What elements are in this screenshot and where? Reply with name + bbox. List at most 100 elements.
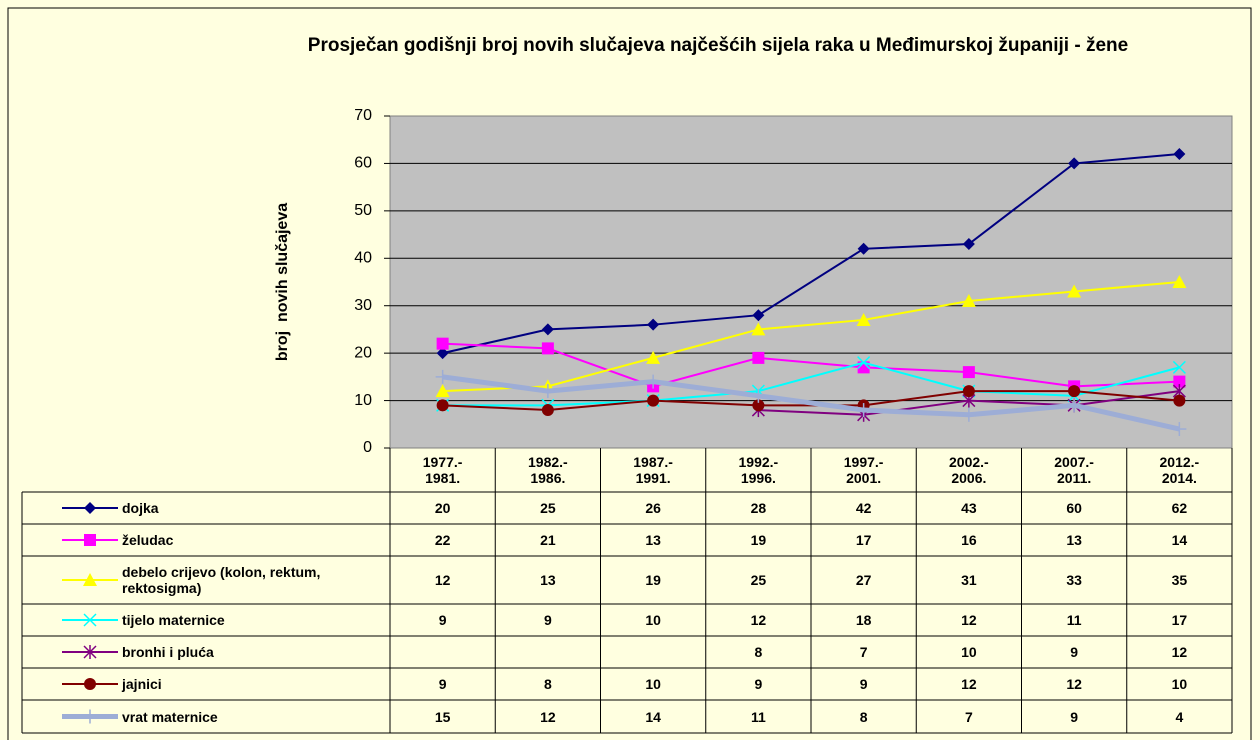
legend-marker — [83, 709, 97, 724]
legend-label: debelo crijevo (kolon, rektum, rektosigm… — [122, 564, 321, 596]
x-tick-label: 1982.- 1986. — [528, 454, 568, 486]
data-point — [962, 385, 975, 398]
legend-label: tijelo maternice — [122, 612, 225, 628]
data-point — [436, 399, 449, 412]
x-tick-label: 1997.- 2001. — [843, 454, 884, 486]
data-point — [541, 323, 554, 336]
table-value: 9 — [1070, 708, 1079, 725]
table-value: 8 — [754, 644, 763, 660]
legend-label: bronhi i pluća — [122, 644, 214, 660]
legend-label: želudac — [122, 532, 174, 548]
table-value: 12 — [1066, 676, 1082, 692]
x-tick-label: 2007.- 2011. — [1054, 454, 1094, 486]
table-value: 8 — [859, 708, 868, 725]
table-value: 19 — [750, 532, 767, 548]
table-value: 35 — [1171, 572, 1188, 588]
data-point — [1068, 157, 1081, 170]
data-point — [541, 404, 554, 417]
y-tick-label: 10 — [354, 392, 372, 409]
table-value: 4 — [1175, 708, 1184, 725]
data-point — [436, 347, 449, 360]
series-line — [442, 361, 1180, 407]
table-value: 12 — [750, 612, 767, 628]
data-point — [962, 366, 975, 379]
data-point — [856, 403, 871, 418]
data-point — [1172, 275, 1187, 288]
table-value: 31 — [961, 572, 977, 588]
table-value: 9 — [438, 676, 447, 692]
data-point — [1068, 385, 1081, 398]
table-value: 21 — [540, 532, 556, 548]
chart-border — [7, 7, 1252, 740]
data-point — [540, 384, 555, 399]
table-value: 60 — [1066, 500, 1082, 516]
data-point — [856, 312, 871, 326]
table-value: 11 — [750, 708, 766, 725]
data-point — [961, 293, 976, 307]
table-value: 10 — [645, 612, 661, 628]
table-value: 25 — [750, 572, 767, 588]
table-value: 13 — [1066, 532, 1082, 548]
marker-stroke — [857, 356, 871, 370]
table-value: 9 — [859, 676, 868, 692]
table-value: 22 — [434, 532, 451, 548]
data-point — [646, 350, 661, 364]
table-value: 13 — [645, 532, 661, 548]
y-tick-label: 0 — [363, 439, 372, 456]
legend-marker — [84, 502, 96, 514]
x-tick-label: 1977.- 1981. — [422, 454, 463, 486]
data-point — [962, 238, 975, 251]
legend-marker — [83, 645, 97, 659]
data-point — [752, 309, 765, 322]
y-tick-label: 50 — [354, 202, 372, 219]
data-point — [1172, 360, 1186, 374]
y-tick-label: 20 — [354, 344, 372, 361]
data-point — [647, 394, 660, 407]
x-tick-label: 1987.- 1991. — [633, 454, 673, 486]
table-value: 19 — [645, 572, 661, 588]
table-value: 9 — [754, 676, 763, 692]
y-tick-label: 30 — [354, 297, 372, 314]
table-value: 25 — [540, 500, 556, 516]
table-value: 7 — [859, 644, 868, 660]
table-value: 8 — [543, 676, 552, 692]
legend-marker — [84, 534, 96, 546]
x-tick-label: 1992.- 1996. — [738, 454, 779, 486]
data-point — [436, 337, 449, 350]
data-point — [857, 356, 871, 370]
y-tick-label: 60 — [354, 155, 372, 172]
series-line — [442, 342, 1180, 388]
table-value: 17 — [855, 532, 872, 548]
y-axis-label: broj novih slučajeva — [274, 203, 291, 361]
legend-marker — [83, 613, 97, 627]
table-value: 10 — [1171, 676, 1188, 692]
table-value: 9 — [1070, 644, 1079, 660]
table-value: 7 — [964, 708, 973, 725]
series-line — [442, 152, 1180, 355]
data-point — [961, 407, 976, 422]
legend-marker — [83, 573, 97, 586]
series-line — [442, 281, 1180, 393]
table-value: 18 — [855, 612, 872, 628]
legend-marker — [84, 678, 96, 690]
data-point — [435, 384, 450, 398]
table-value: 27 — [855, 572, 872, 588]
table-value: 13 — [540, 572, 556, 588]
table-value: 20 — [434, 500, 451, 516]
table-value: 15 — [434, 708, 451, 725]
table-value: 17 — [1171, 612, 1188, 628]
x-tick-label: 2012.- 2014. — [1159, 454, 1200, 486]
data-point — [751, 322, 766, 336]
marker-stroke — [83, 613, 97, 627]
table-value: 12 — [434, 572, 451, 588]
table-value: 10 — [961, 644, 977, 660]
marker-stroke — [1172, 360, 1186, 374]
data-point — [646, 374, 661, 389]
table-value: 16 — [961, 532, 977, 548]
table-value: 62 — [1171, 500, 1188, 516]
data-point — [1172, 422, 1187, 437]
table-value: 10 — [645, 676, 661, 692]
data-point — [751, 388, 766, 403]
table-value: 12 — [1171, 644, 1188, 660]
